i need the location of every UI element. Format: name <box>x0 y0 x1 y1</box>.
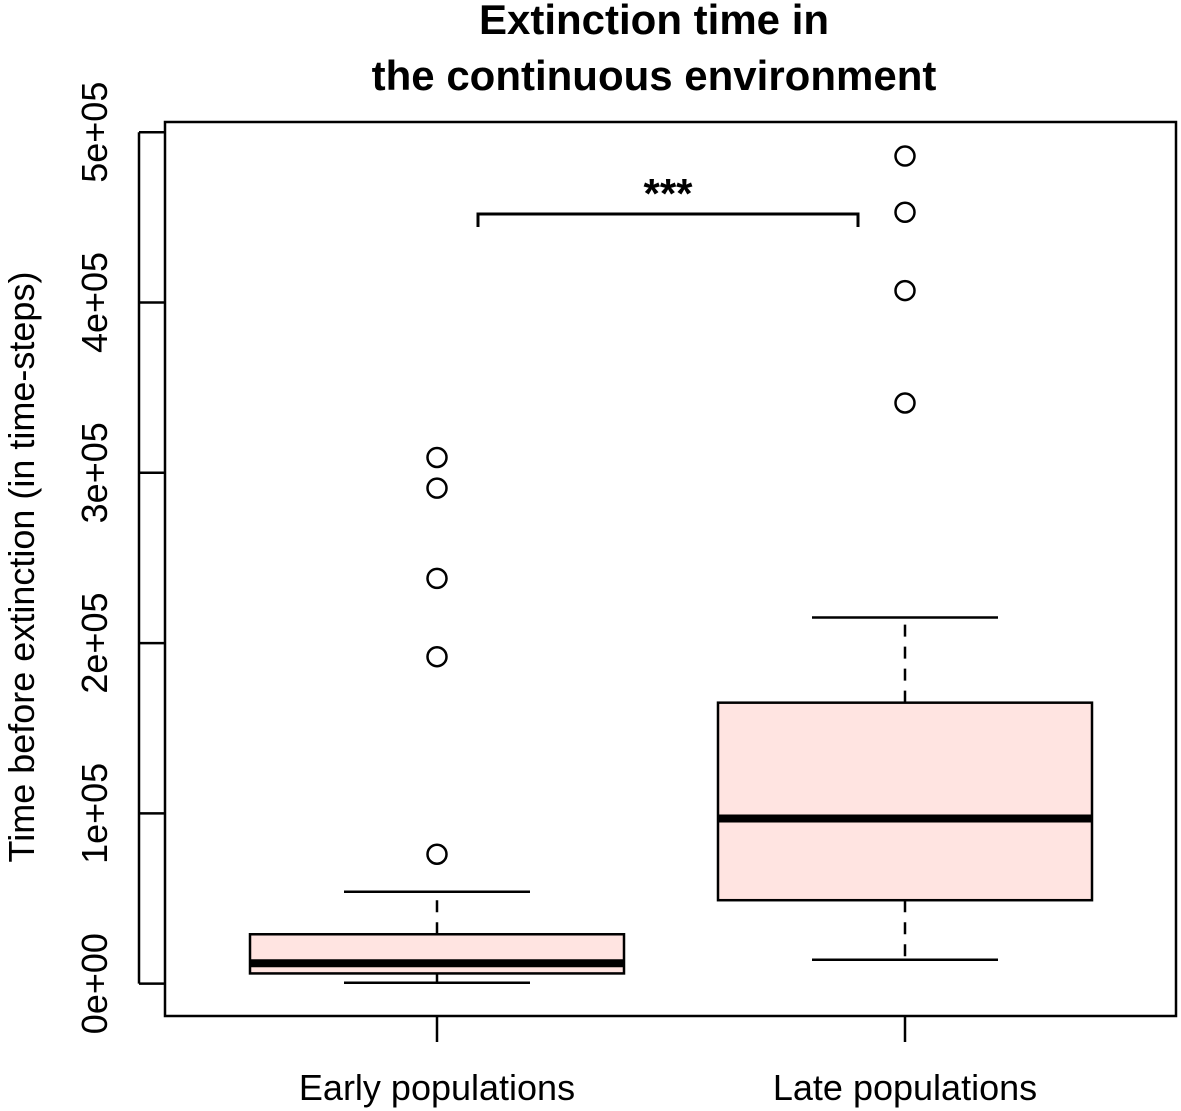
box-series <box>716 145 1094 962</box>
outlier-point <box>426 645 448 668</box>
box-group <box>248 145 1094 985</box>
box-body <box>716 701 1094 902</box>
outlier-point <box>894 279 916 302</box>
outlier-point <box>426 477 448 499</box>
y-tick-label: 0e+00 <box>74 933 115 1034</box>
x-tick-label: Late populations <box>773 1067 1037 1108</box>
significance-bracket <box>476 212 860 227</box>
outlier-point <box>894 392 916 414</box>
y-tick-label: 2e+05 <box>74 593 115 694</box>
plot-frame <box>163 120 1178 1018</box>
outlier-point <box>426 446 448 469</box>
x-tick-label: Early populations <box>299 1067 575 1108</box>
y-axis-label: Time before extinction (in time-steps) <box>1 272 42 863</box>
significance-label: *** <box>643 170 693 217</box>
box-series <box>248 446 626 985</box>
y-tick-label: 3e+05 <box>74 422 115 523</box>
y-axis: 0e+00 1e+05 2e+05 3e+05 4e+05 5e+05 <box>74 82 165 1034</box>
y-tick-label: 4e+05 <box>74 252 115 353</box>
outlier-point <box>894 145 916 167</box>
y-tick-label: 5e+05 <box>74 82 115 183</box>
annotation-group: *** <box>476 170 860 227</box>
chart-title-line-1: Extinction time in <box>479 0 829 43</box>
outlier-point <box>426 843 448 865</box>
y-tick-label: 1e+05 <box>74 763 115 864</box>
x-axis: Early populations Late populations <box>299 1016 1037 1108</box>
chart-title-line-2: the continuous environment <box>372 52 937 99</box>
outlier-point <box>894 201 916 224</box>
box-body <box>248 933 626 975</box>
outlier-point <box>426 567 448 590</box>
